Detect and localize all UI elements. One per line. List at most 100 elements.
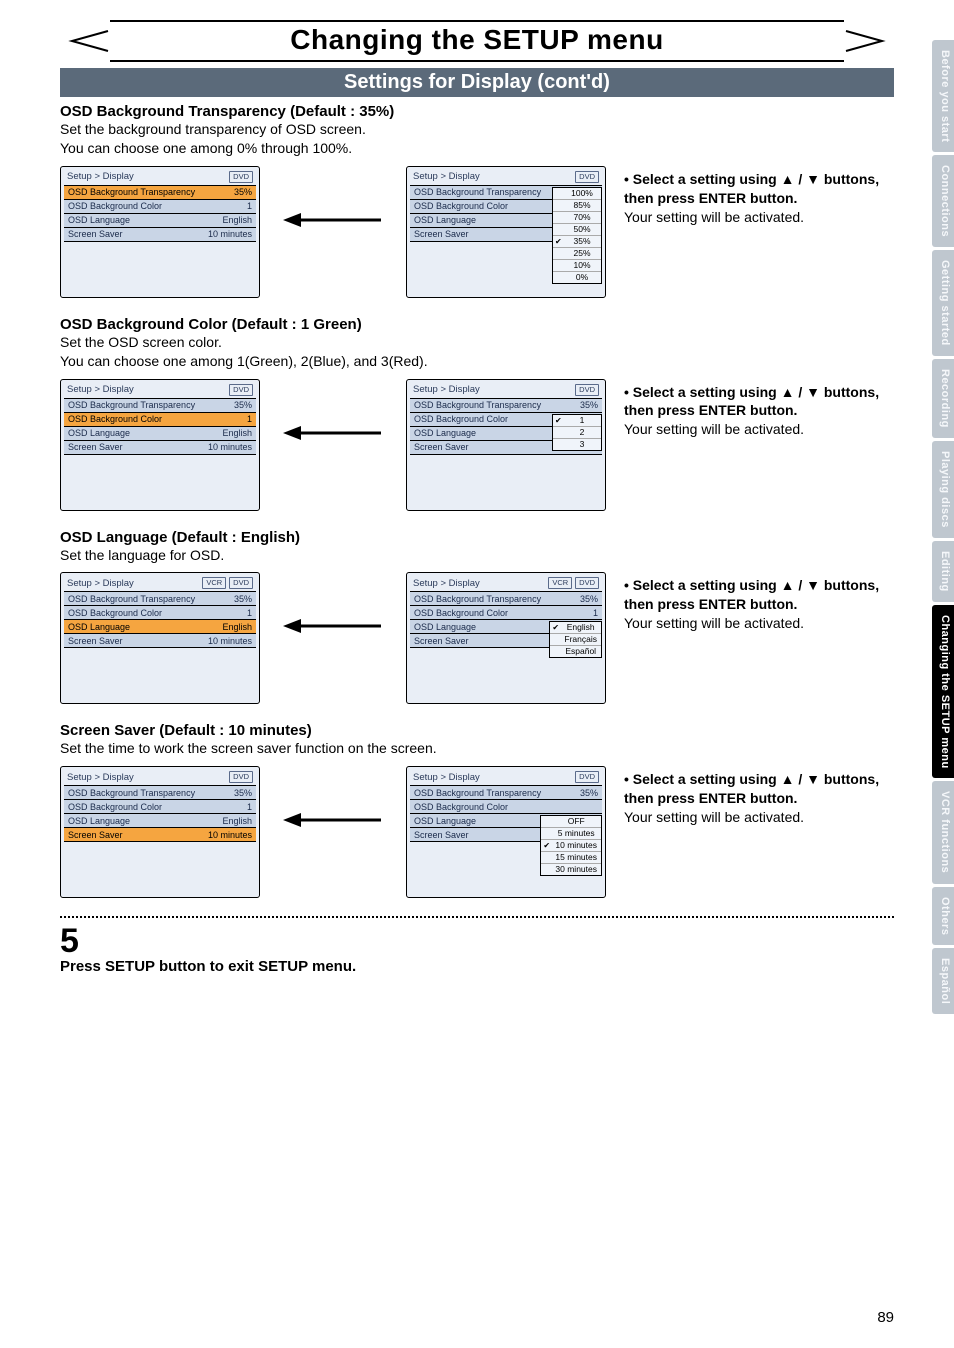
osd-item-label: OSD Language (414, 215, 476, 225)
instruction-note: Your setting will be activated. (624, 614, 894, 633)
osd-item-value: 35% (580, 594, 598, 604)
osd-badge: VCR (202, 577, 226, 589)
section-desc: You can choose one among 0% through 100%… (60, 139, 894, 158)
dropdown-option[interactable]: English (550, 622, 601, 634)
osd-header: Setup > Display DVD (61, 380, 259, 398)
osd-item-value: 1 (593, 608, 598, 618)
dropdown-option[interactable]: 10% (553, 260, 601, 272)
osd-item-value: 35% (234, 400, 252, 410)
dropdown-option[interactable]: 25% (553, 248, 601, 260)
osd-screen: Setup > Display VCRDVD OSD Background Tr… (406, 572, 606, 704)
dropdown-option[interactable]: 35% (553, 236, 601, 248)
osd-item-value: 1 (247, 414, 252, 424)
osd-menu-item[interactable]: OSD Background Color1 (64, 605, 256, 619)
osd-menu-item[interactable]: OSD LanguageEnglish (64, 619, 256, 633)
dropdown-option[interactable]: Français (550, 634, 601, 646)
side-tab[interactable]: Editing (932, 541, 954, 602)
osd-item-label: Screen Saver (414, 229, 469, 239)
dropdown-option[interactable]: 70% (553, 212, 601, 224)
osd-menu-item[interactable]: OSD Background Transparency 35% (64, 398, 256, 412)
osd-menu-item[interactable]: OSD Background Transparency35% (64, 591, 256, 605)
osd-item-label: OSD Language (68, 816, 130, 826)
side-tab[interactable]: Playing discs (932, 441, 954, 538)
side-tab[interactable]: Getting started (932, 250, 954, 356)
dropdown-option[interactable]: 5 minutes (541, 828, 601, 840)
dropdown-option[interactable]: 3 (553, 439, 601, 450)
page-root: Changing the SETUP menu Settings for Dis… (0, 0, 954, 995)
section-desc: You can choose one among 1(Green), 2(Blu… (60, 352, 894, 371)
dropdown-option[interactable]: 85% (553, 200, 601, 212)
section-desc: Set the language for OSD. (60, 546, 894, 565)
dropdown-option[interactable]: 1 (553, 415, 601, 427)
osd-menu-item[interactable]: OSD LanguageEnglish (64, 813, 256, 827)
dropdown-option[interactable]: 2 (553, 427, 601, 439)
osd-item-label: OSD Background Transparency (414, 594, 541, 604)
side-tab[interactable]: Changing the SETUP menu (932, 605, 954, 779)
osd-menu-item[interactable]: OSD LanguageEnglish (64, 426, 256, 440)
osd-item-label: OSD Background Color (414, 201, 508, 211)
osd-menu-item[interactable]: OSD Background Transparency35% (64, 785, 256, 799)
osd-item-label: OSD Background Color (68, 802, 162, 812)
osd-menu-item[interactable]: Screen Saver10 minutes (64, 227, 256, 242)
osd-menu-item[interactable]: OSD Background Transparency 35% (410, 591, 602, 605)
osd-item-label: Screen Saver (68, 229, 123, 239)
main-title: Changing the SETUP menu (110, 22, 844, 60)
osd-menu-item[interactable]: Screen Saver10 minutes (64, 633, 256, 648)
dropdown-option[interactable]: 100% (553, 188, 601, 200)
dropdown-option[interactable]: 10 minutes (541, 840, 601, 852)
section-row: Setup > Display DVD OSD Background Trans… (60, 166, 894, 298)
osd-header: Setup > Display DVD (407, 380, 605, 398)
side-tab[interactable]: Recording (932, 359, 954, 438)
side-tab[interactable]: Español (932, 948, 954, 1014)
side-tab[interactable]: VCR functions (932, 781, 954, 883)
osd-item-label: OSD Background Transparency (68, 594, 195, 604)
osd-screen: Setup > Display DVD OSD Background Trans… (60, 166, 260, 298)
osd-menu-item[interactable]: OSD Background Color1 (410, 605, 602, 619)
osd-menu-item[interactable]: OSD Background Color1 (64, 799, 256, 813)
osd-menu-item[interactable]: OSD Background Transparency35% (410, 398, 602, 412)
dropdown-option[interactable]: 50% (553, 224, 601, 236)
osd-item-label: OSD Background Transparency (414, 187, 541, 197)
left-arrow-icon (283, 811, 383, 829)
osd-item-label: OSD Background Transparency (68, 400, 195, 410)
osd-item-value: 35% (580, 400, 598, 410)
dropdown-option[interactable]: 15 minutes (541, 852, 601, 864)
dropdown-option[interactable]: 0% (553, 272, 601, 283)
osd-menu-item[interactable]: Screen Saver10 minutes (64, 440, 256, 455)
section-screensaver: Screen Saver (Default : 10 minutes) Set … (60, 722, 894, 898)
side-tab[interactable]: Connections (932, 155, 954, 247)
dropdown-option[interactable]: 30 minutes (541, 864, 601, 875)
osd-badge: DVD (229, 171, 253, 183)
osd-item-label: Screen Saver (414, 442, 469, 452)
osd-menu-item[interactable]: OSD Background Color1 (64, 412, 256, 426)
osd-item-value: 10 minutes (208, 636, 252, 646)
dropdown-option[interactable]: Español (550, 646, 601, 657)
osd-list: OSD Background Transparency35%OSD Backgr… (64, 785, 256, 842)
osd-breadcrumb: Setup > Display (67, 384, 134, 395)
osd-item-label: OSD Language (68, 215, 130, 225)
section-desc: Set the background transparency of OSD s… (60, 120, 894, 139)
osd-header: Setup > Display VCRDVD (61, 573, 259, 591)
osd-item-value: English (222, 428, 252, 438)
osd-menu-item[interactable]: Screen Saver10 minutes (64, 827, 256, 842)
osd-breadcrumb: Setup > Display (67, 578, 134, 589)
osd-menu-item[interactable]: OSD Background Transparency35% (410, 785, 602, 799)
title-arrow-left-icon (60, 29, 110, 53)
subtitle-bar: Settings for Display (cont'd) (60, 68, 894, 97)
section-row: Setup > Display DVD OSD Background Trans… (60, 379, 894, 511)
osd-menu-item[interactable]: OSD Background Color (410, 799, 602, 813)
osd-item-value: 1 (247, 201, 252, 211)
side-tab[interactable]: Others (932, 887, 954, 945)
side-tab[interactable]: Before you start (932, 40, 954, 152)
osd-item-label: OSD Language (414, 622, 476, 632)
osd-menu-item[interactable]: OSD Background Transparency35% (64, 185, 256, 199)
section-language: OSD Language (Default : English) Set the… (60, 529, 894, 705)
instruction-note: Your setting will be activated. (624, 420, 894, 439)
osd-menu-item[interactable]: OSD Background Color1 (64, 199, 256, 213)
arrow-between (278, 617, 388, 635)
osd-header: Setup > Display DVD (407, 767, 605, 785)
osd-item-label: OSD Background Transparency (68, 788, 195, 798)
dropdown-option[interactable]: OFF (541, 816, 601, 828)
arrow-between (278, 811, 388, 829)
osd-menu-item[interactable]: OSD LanguageEnglish (64, 213, 256, 227)
